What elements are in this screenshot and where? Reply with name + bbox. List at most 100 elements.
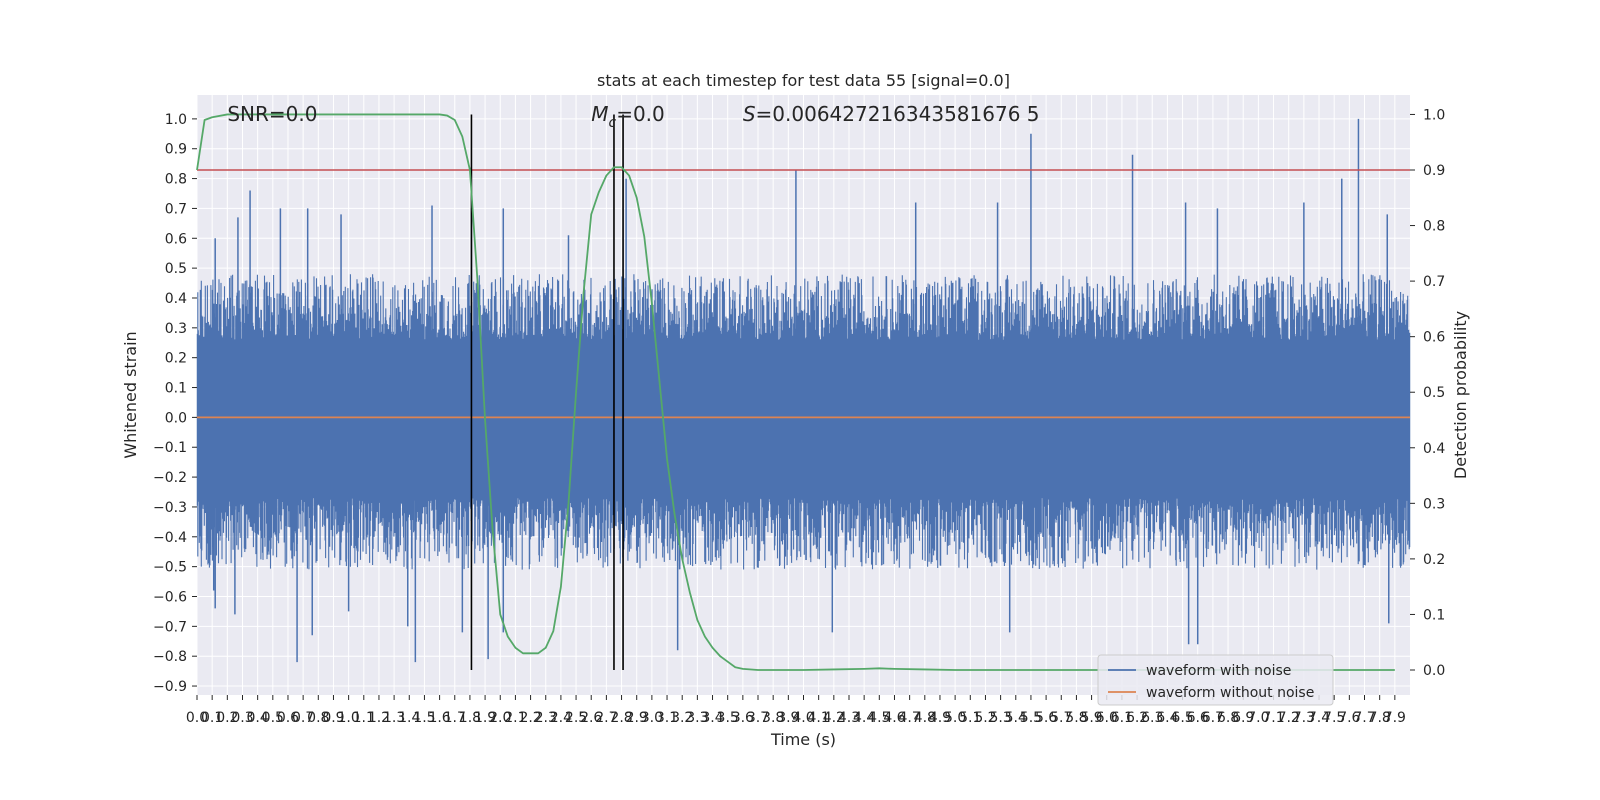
x-tick-label: 5.3 [989, 710, 1011, 726]
left-tick-label: 1.0 [165, 112, 187, 128]
x-tick-label: 1.9 [474, 710, 496, 726]
x-tick-label: 3.4 [701, 710, 723, 726]
right-tick-label: 0.5 [1423, 385, 1445, 401]
right-tick-label: 0.3 [1423, 496, 1445, 512]
left-tick-label: −0.7 [153, 619, 187, 635]
left-tick-label: 0.3 [165, 321, 187, 337]
right-y-axis-label: Detection probability [1451, 311, 1470, 479]
right-tick-label: 0.8 [1423, 219, 1445, 235]
x-axis-label: Time (s) [770, 730, 836, 749]
left-tick-label: −0.8 [153, 649, 187, 665]
chart-title: stats at each timestep for test data 55 … [597, 71, 1010, 90]
right-tick-label: 1.0 [1423, 107, 1445, 123]
x-tick-label: 5.7 [1050, 710, 1072, 726]
right-tick-label: 0.2 [1423, 552, 1445, 568]
x-tick-label: 3.3 [686, 710, 708, 726]
x-tick-label: 1.0 [337, 710, 359, 726]
x-tick-label: 6.8 [1217, 710, 1239, 726]
x-tick-label: 0.0 [186, 710, 208, 726]
x-tick-label: 6.4 [1156, 710, 1178, 726]
left-y-axis-label: Whitened strain [121, 331, 140, 458]
score-annotation: S=0.006427216343581676 5 [743, 102, 1040, 126]
x-tick-label: 3.1 [656, 710, 678, 726]
x-tick-label: 7.3 [1293, 710, 1315, 726]
x-tick-label: 2.1 [504, 710, 526, 726]
x-tick-label: 1.1 [353, 710, 375, 726]
x-tick-label: 7.4 [1308, 710, 1330, 726]
x-tick-label: 7.9 [1384, 710, 1406, 726]
x-tick-label: 4.2 [823, 710, 845, 726]
x-tick-label: 5.6 [1035, 710, 1057, 726]
x-tick-label: 7.1 [1262, 710, 1284, 726]
marker-lines [470, 114, 624, 670]
legend: waveform with noise waveform without noi… [1097, 654, 1334, 706]
x-tick-label: 2.0 [489, 710, 511, 726]
left-tick-label: 0.4 [165, 291, 187, 307]
x-tick-label: 5.9 [1080, 710, 1102, 726]
x-tick-label: 6.2 [1126, 710, 1148, 726]
x-tick-label: 3.5 [717, 710, 739, 726]
right-tick-label: 0.7 [1423, 274, 1445, 290]
x-tick-label: 7.6 [1338, 710, 1360, 726]
score-symbol: S [743, 102, 756, 126]
x-tick-label: 6.6 [1187, 710, 1209, 726]
x-tick-label: 6.0 [1096, 710, 1118, 726]
detection-probability-line [196, 113, 1395, 671]
x-tick-label: 2.2 [519, 710, 541, 726]
x-tick-label: 0.9 [322, 710, 344, 726]
x-tick-label: 6.5 [1171, 710, 1193, 726]
left-tick-label: 0.7 [165, 201, 187, 217]
x-tick-label: 2.9 [626, 710, 648, 726]
x-tick-label: 4.4 [853, 710, 875, 726]
x-tick-label: 4.5 [868, 710, 890, 726]
x-tick-label: 6.9 [1232, 710, 1254, 726]
x-tick-label: 3.2 [671, 710, 693, 726]
snr-annotation: SNR=0.0 [227, 102, 317, 126]
x-tick-label: 1.5 [413, 710, 435, 726]
x-tick-label: 2.8 [610, 710, 632, 726]
x-tick-label: 4.7 [899, 710, 921, 726]
x-tick-label: 1.2 [368, 710, 390, 726]
x-tick-label: 4.0 [792, 710, 814, 726]
x-tick-label: 3.0 [641, 710, 663, 726]
x-tick-label: 7.5 [1323, 710, 1345, 726]
right-tick-label: 0.0 [1423, 663, 1445, 679]
left-tick-label: 0.0 [165, 410, 187, 426]
x-tick-label: 0.6 [277, 710, 299, 726]
x-tick-label: 2.6 [580, 710, 602, 726]
x-tick-label: 1.7 [444, 710, 466, 726]
left-tick-label: −0.6 [153, 589, 187, 605]
left-tick-label: −0.9 [153, 679, 187, 695]
x-tick-label: 1.4 [398, 710, 420, 726]
x-tick-label: 4.3 [838, 710, 860, 726]
legend-entry-clean: waveform without noise [1146, 685, 1314, 701]
x-tick-label: 2.3 [535, 710, 557, 726]
chirp-mass-subscript: c [608, 115, 616, 131]
right-tick-label: 0.4 [1423, 441, 1445, 457]
x-tick-label: 4.8 [914, 710, 936, 726]
chirp-mass-value: =0.0 [616, 102, 665, 126]
left-tick-label: 0.6 [165, 231, 187, 247]
right-tick-label: 0.9 [1423, 163, 1445, 179]
x-tick-label: 4.1 [808, 710, 830, 726]
chirp-mass-symbol: M [591, 102, 608, 126]
x-tick-label: 0.4 [247, 710, 269, 726]
right-tick-label: 0.1 [1423, 607, 1445, 623]
x-tick-label: 5.0 [944, 710, 966, 726]
left-tick-label: −0.3 [153, 500, 187, 516]
x-tick-label: 7.7 [1353, 710, 1375, 726]
legend-entry-noise: waveform with noise [1146, 663, 1291, 679]
left-tick-label: −0.4 [153, 530, 187, 546]
left-tick-label: 0.2 [165, 351, 187, 367]
x-tick-label: 0.3 [231, 710, 253, 726]
x-tick-label: 0.8 [307, 710, 329, 726]
x-tick-label: 6.3 [1141, 710, 1163, 726]
x-tick-label: 1.8 [459, 710, 481, 726]
left-tick-label: −0.5 [153, 560, 187, 576]
right-y-axis: 0.0 0.1 0.2 0.3 0.4 0.5 0.6 0.7 0.8 0.9 1.0 [1410, 107, 1445, 679]
left-tick-label: 0.5 [165, 261, 187, 277]
x-tick-label: 1.6 [428, 710, 450, 726]
x-tick-label: 5.5 [1020, 710, 1042, 726]
x-tick-label: 7.8 [1369, 710, 1391, 726]
